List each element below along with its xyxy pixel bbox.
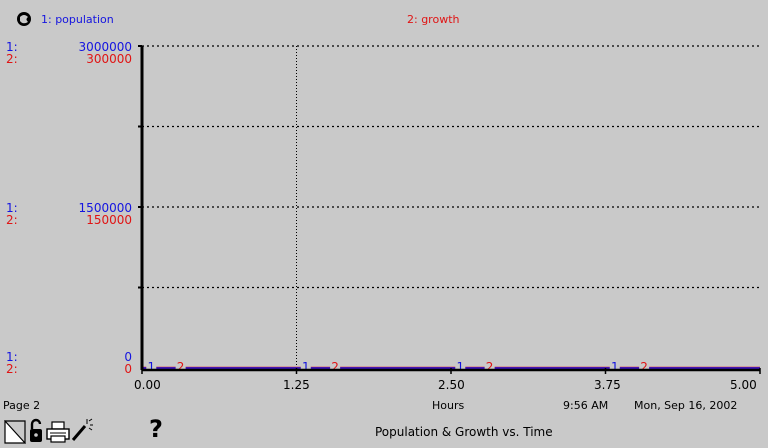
x-tick-2: 2.50 bbox=[438, 378, 465, 392]
magic-wand-glyph bbox=[71, 418, 93, 441]
page-title: Population & Growth vs. Time bbox=[375, 425, 553, 439]
marker-bg-growth-3 bbox=[639, 360, 650, 372]
print-glyph bbox=[46, 421, 70, 443]
magic-wand-icon[interactable] bbox=[71, 418, 93, 442]
marker-bg-growth-2 bbox=[484, 360, 495, 372]
x-tick-3: 3.75 bbox=[594, 378, 621, 392]
y-tick-growth-max: 300000 bbox=[86, 52, 132, 66]
help-icon[interactable]: ? bbox=[149, 415, 163, 443]
x-tick-1: 1.25 bbox=[283, 378, 310, 392]
x-tick-0: 0.00 bbox=[134, 378, 161, 392]
lock-icon[interactable] bbox=[28, 418, 44, 444]
marker-growth-3: 2 bbox=[640, 360, 648, 374]
marker-growth-2: 2 bbox=[486, 360, 494, 374]
print-icon[interactable] bbox=[46, 421, 70, 443]
marker-bg-population-3 bbox=[609, 360, 620, 372]
timestamp-date: Mon, Sep 16, 2002 bbox=[634, 399, 738, 412]
x-axis-label: Hours bbox=[432, 399, 465, 412]
y-prefix-1-top: 1: bbox=[6, 40, 18, 54]
y-tick-population-mid: 1500000 bbox=[78, 201, 132, 215]
y-prefix-2-mid: 2: bbox=[6, 213, 18, 227]
marker-population-1: 1 bbox=[302, 360, 310, 374]
page-label: Page 2 bbox=[3, 399, 41, 412]
y-prefix-1-bottom: 1: bbox=[6, 350, 18, 364]
page-turn-icon[interactable] bbox=[4, 419, 27, 444]
graph-pad-glyph bbox=[17, 12, 31, 26]
marker-growth-1: 2 bbox=[331, 360, 339, 374]
graph-pad-icon[interactable] bbox=[16, 11, 32, 27]
legend-series-growth: 2: growth bbox=[407, 13, 460, 26]
marker-growth-0: 2 bbox=[177, 360, 185, 374]
timestamp-time: 9:56 AM bbox=[563, 399, 609, 412]
y-tick-growth-min: 0 bbox=[124, 362, 132, 376]
legend-series-population: 1: population bbox=[41, 13, 114, 26]
y-prefix-2-top: 2: bbox=[6, 52, 18, 66]
marker-bg-population-0 bbox=[146, 360, 157, 372]
y-prefix-1-mid: 1: bbox=[6, 201, 18, 215]
marker-population-2: 1 bbox=[456, 360, 464, 374]
marker-population-0: 1 bbox=[147, 360, 155, 374]
y-tick-population-max: 3000000 bbox=[78, 40, 132, 54]
marker-population-3: 1 bbox=[611, 360, 619, 374]
page-turn-glyph bbox=[4, 419, 27, 444]
marker-bg-growth-1 bbox=[330, 360, 341, 372]
marker-bg-population-2 bbox=[455, 360, 466, 372]
x-tick-4: 5.00 bbox=[730, 378, 757, 392]
y-tick-population-min: 0 bbox=[124, 350, 132, 364]
y-prefix-2-bottom: 2: bbox=[6, 362, 18, 376]
marker-bg-growth-0 bbox=[175, 360, 186, 372]
marker-bg-population-1 bbox=[300, 360, 311, 372]
y-tick-growth-mid: 150000 bbox=[86, 213, 132, 227]
lock-glyph bbox=[30, 418, 42, 442]
